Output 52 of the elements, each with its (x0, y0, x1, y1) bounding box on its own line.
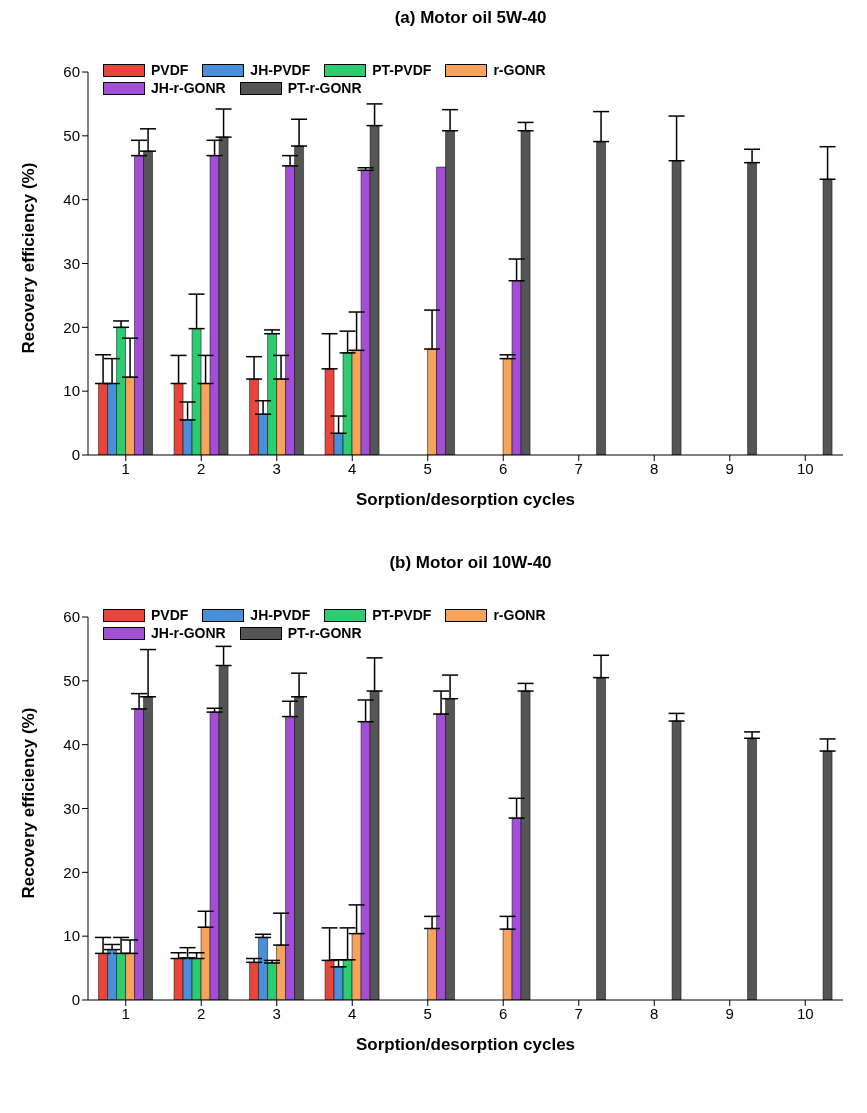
legend-label: PT-PVDF (372, 62, 432, 78)
x-tick-label: 3 (272, 459, 281, 477)
x-tick-label: 10 (796, 459, 814, 477)
legend-label: JH-r-GONR (151, 80, 226, 96)
y-tick-label: 40 (63, 735, 80, 753)
x-tick-label: 10 (796, 1004, 814, 1022)
y-tick-label: 0 (71, 991, 80, 1009)
x-tick-label: 7 (574, 1004, 583, 1022)
y-tick-label: 50 (63, 672, 80, 690)
y-tick-label: 50 (63, 127, 80, 145)
legend-label: r-GONR (493, 607, 546, 623)
x-tick-label: 4 (348, 459, 357, 477)
x-tick-label: 2 (197, 1004, 206, 1022)
y-tick-label: 20 (63, 863, 80, 881)
legend-label: JH-PVDF (250, 62, 311, 78)
legend-label: PT-r-GONR (287, 625, 362, 641)
x-tick-label: 3 (272, 1004, 281, 1022)
legend-label: PVDF (151, 607, 189, 623)
x-axis-title: Sorption/desorption cycles (355, 490, 576, 509)
y-tick-label: 10 (63, 927, 80, 945)
y-tick-label: 40 (63, 190, 80, 208)
x-tick-label: 8 (650, 1004, 659, 1022)
y-tick-label: 30 (63, 799, 80, 817)
x-tick-label: 7 (574, 459, 583, 477)
y-axis-title: Recovery efficiency (%) (19, 162, 39, 354)
y-tick-label: 20 (63, 318, 80, 336)
y-tick-label: 10 (63, 382, 80, 400)
chart-title: (b) Motor oil 10W-40 (388, 553, 553, 574)
legend-label: JH-PVDF (250, 607, 311, 623)
chart-title: (a) Motor oil 5W-40 (393, 8, 548, 29)
y-axis-title: Recovery efficiency (%) (19, 707, 39, 899)
legend-label: PT-PVDF (372, 607, 432, 623)
x-tick-label: 1 (121, 1004, 130, 1022)
y-tick-label: 60 (63, 63, 80, 81)
x-tick-label: 4 (348, 1004, 357, 1022)
y-tick-label: 0 (71, 446, 80, 464)
x-tick-label: 2 (197, 459, 206, 477)
x-tick-label: 6 (499, 459, 508, 477)
x-tick-label: 5 (423, 1004, 432, 1022)
y-tick-label: 60 (63, 608, 80, 626)
legend-label: JH-r-GONR (151, 625, 226, 641)
legend-label: r-GONR (493, 62, 546, 78)
x-tick-label: 5 (423, 459, 432, 477)
y-tick-label: 30 (63, 254, 80, 272)
legend-label: PVDF (151, 62, 189, 78)
x-tick-label: 6 (499, 1004, 508, 1022)
x-tick-label: 8 (650, 459, 659, 477)
x-axis-title: Sorption/desorption cycles (355, 1035, 576, 1054)
x-tick-label: 9 (725, 1004, 734, 1022)
legend-label: PT-r-GONR (287, 80, 362, 96)
x-tick-label: 1 (121, 459, 130, 477)
x-tick-label: 9 (725, 459, 734, 477)
